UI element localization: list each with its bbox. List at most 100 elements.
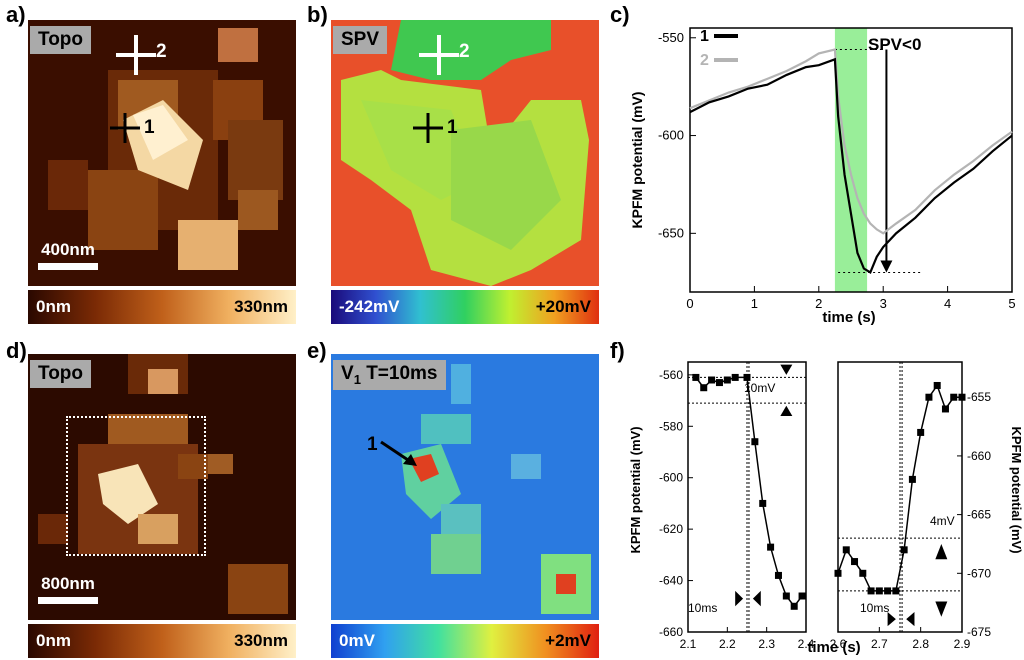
f-left-point (774, 571, 782, 579)
colorbar-e: 0mV +2mV (331, 624, 599, 658)
colorbar-a-min: 0nm (36, 297, 71, 316)
chart-c-ytick-label: -600 (658, 128, 684, 143)
f-right-point (851, 558, 859, 566)
colorbar-e-max: +2mV (545, 631, 591, 650)
selection-box-d (66, 416, 206, 556)
f-right-point (892, 587, 900, 595)
crosshair-1-b (413, 113, 443, 143)
f-right-point (842, 546, 850, 554)
chart-f-ylabel-right: KPFM potential (mV) (1009, 426, 1022, 553)
colorbar-a-max: 330nm (234, 297, 288, 316)
f-left-arrow-down (780, 364, 793, 375)
tag-v1-sub: 1 (353, 371, 361, 387)
f-left-ytick-label: -660 (659, 625, 683, 639)
spv-image-b: SPV 2 1 (331, 20, 599, 286)
f-left-ytick-label: -640 (659, 574, 683, 588)
f-right-point (884, 587, 892, 595)
f-right-point (958, 393, 966, 401)
chart-c-annotation: SPV<0 (868, 35, 921, 54)
chart-f: 2.1 2.2 2.3 2.4 -560 -580 -600 -620 -640 -660 2.6… (628, 361, 1022, 656)
topo-image-d: Topo 800nm (28, 354, 296, 620)
f-right-point (875, 587, 883, 595)
f-left-point (692, 373, 700, 381)
chart-c-xtick-label: 0 (686, 296, 693, 311)
v1-image-e: V1 T=10ms 1 (331, 354, 599, 620)
chart-c-ytick-label: -650 (658, 225, 684, 240)
colorbar-e-min: 0mV (339, 631, 375, 650)
scale-label-d: 800nm (41, 574, 95, 593)
f-left-point (767, 543, 775, 551)
f-right-arrow-right (887, 612, 896, 627)
chart-c-frame (689, 27, 1013, 293)
marker-2-b: 2 (459, 41, 470, 62)
tag-topo-a: Topo (30, 26, 92, 54)
chart-c-xlabel: time (s) (822, 309, 875, 326)
f-right-ytick-label: -670 (967, 566, 991, 580)
scale-label-a: 400nm (41, 240, 95, 259)
scale-bar-a: 400nm (38, 240, 98, 270)
f-left-xtick-label: 2.3 (758, 637, 775, 651)
panel-label-c: c) (610, 2, 630, 27)
f-right-line (837, 383, 962, 592)
f-right-xtick-label: 2.7 (871, 637, 888, 651)
scale-line-d (38, 597, 98, 604)
f-right-point (867, 587, 875, 595)
panel-label-f: f) (610, 338, 625, 363)
f-right-point (950, 393, 958, 401)
arrow-1-e (380, 440, 417, 466)
tag-v1-main: V (341, 363, 354, 384)
illumination-band-c (834, 28, 868, 292)
legend-2-label: 2 (700, 52, 709, 69)
f-right-xtick-label: 2.8 (912, 637, 929, 651)
f-left-point (790, 602, 798, 610)
chart-f-ylabel-left: KPFM potential (mV) (628, 426, 643, 553)
f-left-point (731, 373, 739, 381)
tag-spv-b: SPV (333, 26, 388, 54)
panel-label-d: d) (6, 338, 27, 363)
f-left-xtick-label: 2.2 (719, 637, 736, 651)
f-left-xtick-label: 2.4 (798, 637, 815, 651)
chart-c-ytick-label: -550 (658, 30, 684, 45)
f-left-ytick-label: -560 (659, 368, 683, 382)
f-right-ytick-label: -655 (967, 390, 991, 404)
spv-regions-b (341, 20, 589, 286)
topo-grains-d (38, 354, 288, 614)
colorbar-b: -242mV +20mV (331, 290, 599, 324)
marker-1-a: 1 (144, 117, 155, 138)
f-right-ytick-label: -660 (967, 449, 991, 463)
f-right-anno-mv: 4mV (930, 514, 955, 528)
colorbar-d-min: 0nm (36, 631, 71, 650)
f-left-anno-ms: 10ms (688, 601, 717, 615)
f-right-point (925, 393, 933, 401)
marker-1-b: 1 (447, 117, 458, 138)
f-left-arrow-right (735, 590, 744, 607)
f-right-point (941, 405, 949, 413)
f-left-xtick-label: 2.1 (680, 637, 697, 651)
chart-c-xtick-label: 1 (751, 296, 758, 311)
f-right-arrow-left (906, 612, 915, 627)
f-left-point (700, 384, 708, 392)
marker-1-e: 1 (367, 434, 378, 455)
crosshair-1-a (110, 113, 140, 143)
colorbar-a: 0nm 330nm (28, 290, 296, 324)
chart-c-xtick-label: 3 (880, 296, 887, 311)
topo-grains-a (48, 28, 283, 270)
f-left-ytick-label: -580 (659, 419, 683, 433)
f-right-arrow-up (935, 543, 948, 560)
colorbar-d: 0nm 330nm (28, 624, 296, 658)
f-left-arrow-left (752, 590, 761, 607)
colorbar-d-max: 330nm (234, 631, 288, 650)
crosshair-2-b (419, 35, 459, 75)
f-left-ytick-label: -600 (659, 471, 683, 485)
f-left-point (715, 379, 723, 387)
chart-c-ylabel: KPFM potential (mV) (629, 92, 645, 229)
tag-topo-d: Topo (30, 360, 92, 388)
f-right-ytick-label: -665 (967, 508, 991, 522)
chart-c-xtick-label: 4 (944, 296, 951, 311)
chart-c-series-2 (689, 48, 1013, 235)
chart-c-xtick-label: 2 (815, 296, 822, 311)
f-left-point (723, 376, 731, 384)
f-left-point (782, 592, 790, 600)
chart-c-spv-arrowhead (880, 260, 893, 273)
f-right-arrow-down (935, 601, 948, 617)
